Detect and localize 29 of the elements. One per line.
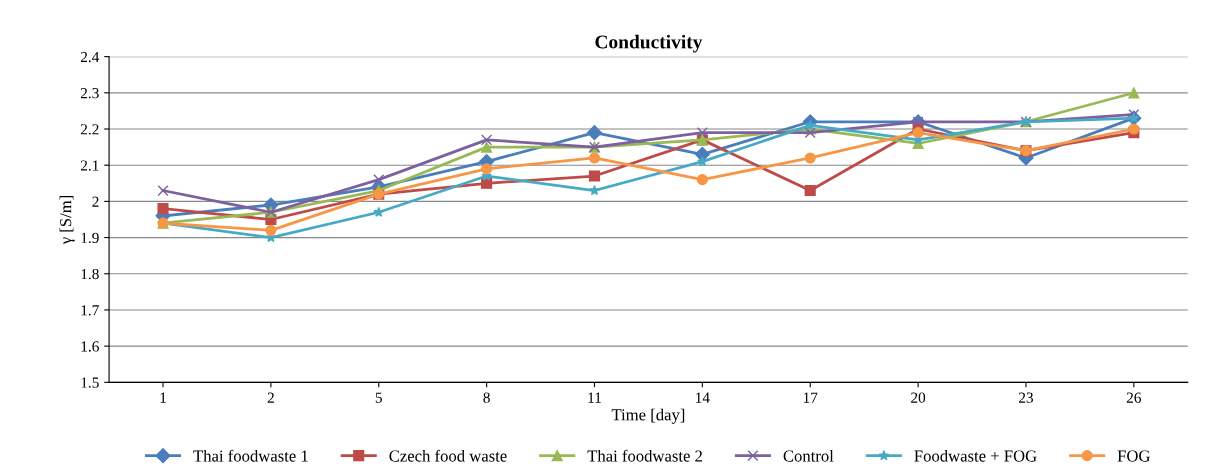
- y-tick-label: 1.5: [81, 377, 99, 388]
- legend-label: FOG: [1117, 450, 1150, 462]
- x-axis-title: Time [day]: [611, 408, 685, 424]
- x-tick-label: 1: [160, 392, 166, 403]
- y-tick-label: 2: [92, 196, 99, 207]
- x-tick-label: 8: [483, 392, 490, 403]
- y-axis-title: γ [S/m]: [59, 195, 75, 245]
- legend-label: Thai foodwaste 1: [193, 449, 308, 462]
- legend-label: Foodwaste + FOG: [914, 449, 1037, 462]
- y-tick-label: 2.4: [80, 51, 100, 63]
- x-tick-label: 5: [375, 392, 382, 403]
- x-tick-label: 20: [911, 392, 926, 403]
- chart-title: Conductivity: [595, 34, 703, 53]
- y-tick-label: 2.3: [80, 88, 99, 99]
- x-tick-label: 23: [1018, 392, 1033, 403]
- x-tick-label: 17: [803, 392, 818, 403]
- y-tick-label: 1.9: [81, 232, 99, 244]
- y-tick-label: 2.1: [80, 160, 99, 171]
- x-tick-label: 14: [696, 392, 710, 403]
- x-tick-label: 2: [267, 392, 274, 403]
- x-tick-label: 11: [588, 392, 601, 403]
- x-tick-label: 26: [1126, 392, 1142, 403]
- legend-label: Czech food waste: [389, 449, 507, 462]
- y-tick-label: 1.6: [81, 341, 99, 352]
- y-tick-label: 1.8: [81, 268, 99, 280]
- legend-label: Control: [783, 449, 834, 462]
- y-tick-label: 2.2: [80, 124, 99, 135]
- y-tick-label: 1.7: [81, 305, 99, 316]
- legend-label: Thai foodwaste 2: [587, 449, 702, 462]
